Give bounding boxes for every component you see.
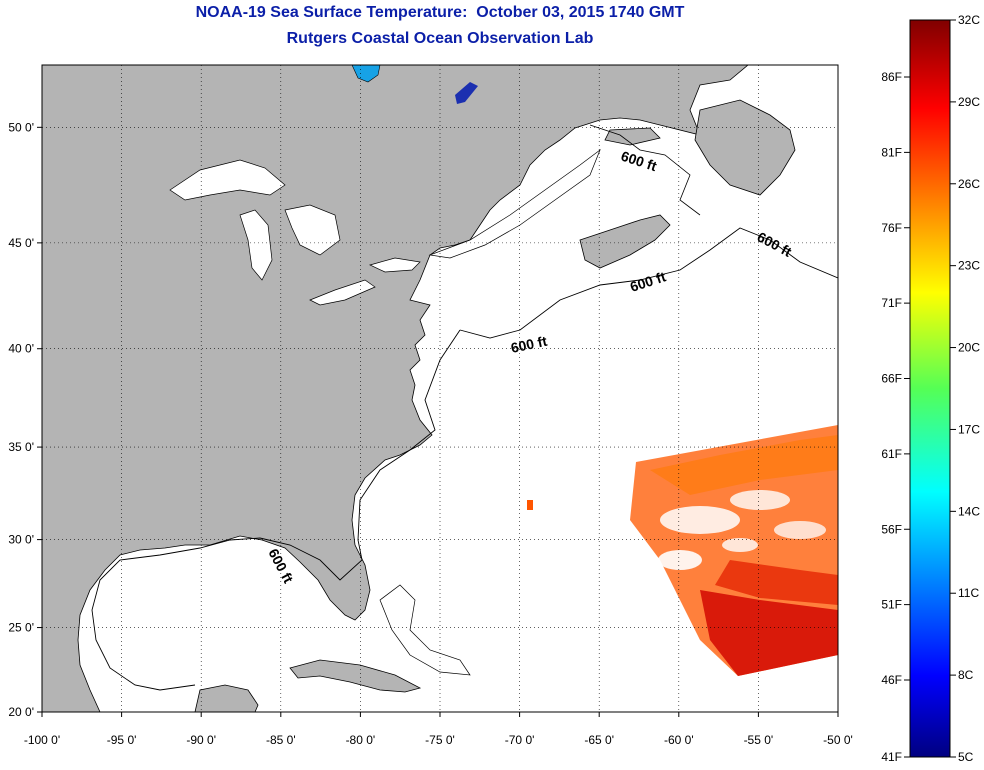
lat-tick-label: 40 0' [8,342,34,356]
lon-tick-label: -95 0' [107,733,137,747]
bahamas-banks [379,584,471,676]
lat-tick-label: 25 0' [8,621,34,635]
land-newfoundland [694,99,796,196]
hudson-bay-water [351,65,381,83]
colorbar-celsius-label: 32C [958,13,980,27]
colorbar-fahrenheit-label: 56F [881,522,902,536]
lon-tick-label: -80 0' [346,733,376,747]
lon-tick-label: -65 0' [584,733,614,747]
colorbar-fahrenheit-label: 71F [881,296,902,310]
colorbar-fahrenheit-label: 46F [881,673,902,687]
colorbar-celsius-label: 29C [958,95,980,109]
colorbar-celsius-label: 26C [958,177,980,191]
lat-tick-label: 30 0' [8,533,34,547]
lake-huron [284,204,341,256]
colorbar-celsius-label: 20C [958,341,980,355]
lake-superior [169,159,286,201]
colorbar-fahrenheit-label: 76F [881,221,902,235]
colorbar-fahrenheit-label: 41F [881,750,902,764]
colorbar-fahrenheit-label: 86F [881,70,902,84]
sst-swath [527,425,838,676]
longitude-axis: -100 0' -95 0' -90 0' -85 0' -80 0' -75 0' -70… [24,712,853,747]
map-grid [42,65,838,712]
lon-tick-label: -75 0' [425,733,455,747]
land-nova-scotia [579,214,671,269]
lon-tick-label: -50 0' [823,733,853,747]
colorbar-fahrenheit-label: 61F [881,447,902,461]
colorbar-celsius-label: 14C [958,504,980,518]
lon-tick-label: -100 0' [24,733,60,747]
map-subtitle: Rutgers Coastal Ocean Observation Lab [286,30,594,47]
colorbar-celsius-label: 23C [958,259,980,273]
lon-tick-label: -90 0' [186,733,216,747]
land-cuba [289,659,422,693]
colorbar-gradient [909,19,951,758]
lon-tick-label: -85 0' [266,733,296,747]
lake-blue [455,82,478,104]
colorbar-celsius-label: 8C [958,668,974,682]
shelf-contour-north [589,124,701,216]
lon-tick-label: -55 0' [744,733,774,747]
lake-ontario [368,257,421,273]
land-north-america [42,65,749,712]
lat-tick-label: 45 0' [8,236,34,250]
colorbar-celsius-label: 11C [958,586,979,600]
land-island [604,127,661,146]
colorbar-fahrenheit-label: 51F [881,598,902,612]
lon-tick-label: -60 0' [664,733,694,747]
lake-erie [309,279,376,306]
colorbar-fahrenheit-label: 66F [881,372,902,386]
lon-tick-label: -70 0' [505,733,535,747]
colorbar-celsius-label: 5C [958,750,974,764]
colorbar-celsius-label: 17C [958,422,980,436]
lat-tick-label: 35 0' [8,440,34,454]
st-lawrence [428,148,601,259]
lake-michigan [239,209,273,281]
land-yucatan [194,684,259,712]
map-title: NOAA-19 Sea Surface Temperature: October… [195,4,685,21]
shelf-contour [91,227,838,691]
colorbar-fahrenheit-label: 81F [881,145,902,159]
latitude-axis: 20 0' 25 0' 30 0' 35 0' 40 0' 45 0' 50 0' [8,120,42,719]
contour-label: 600 ft [509,333,548,356]
lat-tick-label: 20 0' [8,705,34,719]
lat-tick-label: 50 0' [8,120,34,134]
